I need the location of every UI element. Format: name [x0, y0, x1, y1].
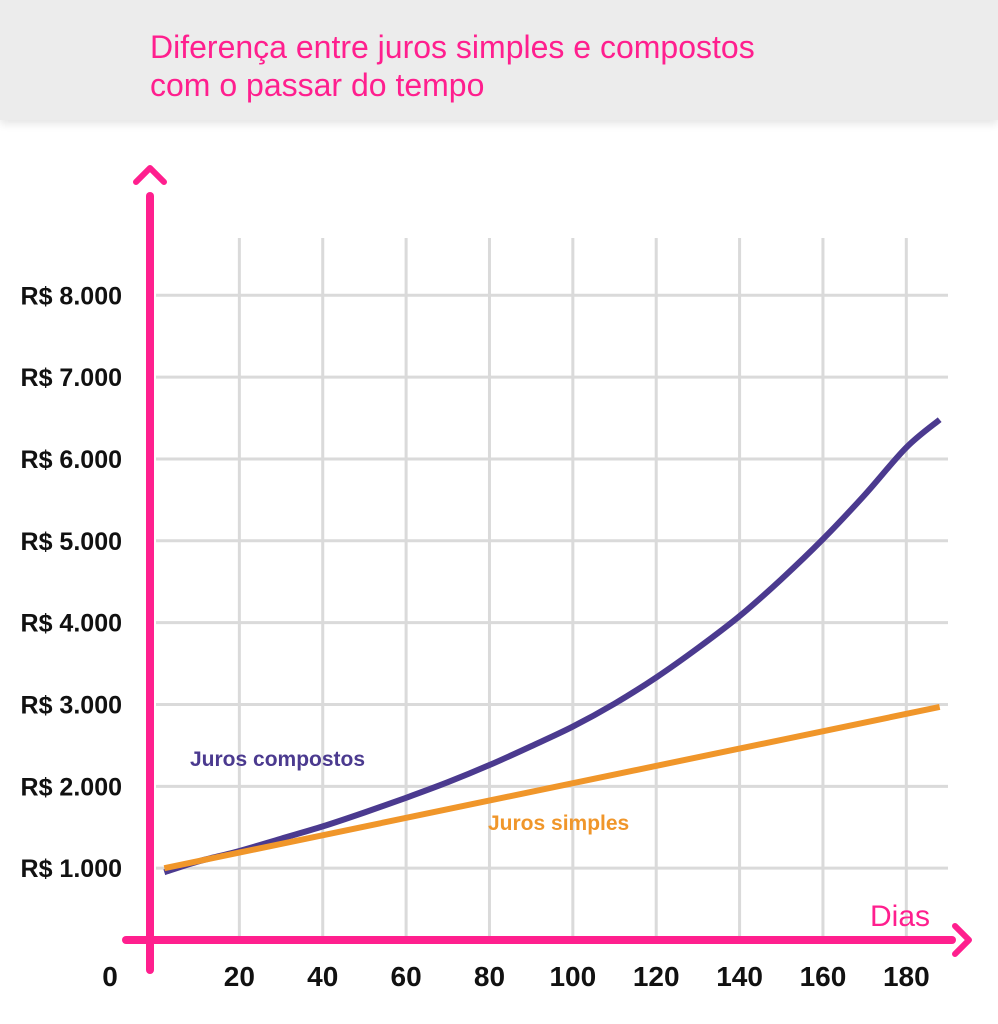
- x-tick-label: 80: [474, 961, 505, 992]
- x-tick-label: 160: [800, 961, 847, 992]
- annotations: Juros compostos Juros simples: [190, 748, 629, 835]
- x-tick-label-origin: 0: [102, 961, 118, 992]
- annotation-juros-simples: Juros simples: [488, 812, 629, 835]
- x-tick-label: 100: [549, 961, 596, 992]
- series-line-juros-compostos: [163, 417, 942, 876]
- chart-header: Diferença entre juros simples e composto…: [0, 0, 998, 120]
- axes: [122, 165, 972, 974]
- chart-title: Diferença entre juros simples e composto…: [150, 28, 755, 104]
- x-tick-label: 60: [391, 961, 422, 992]
- tick-labels: Dias 0 20 40 60 80 100 120 140 160 180 R$ 1.000 R$ 2…: [21, 282, 930, 992]
- x-tick-label: 40: [307, 961, 338, 992]
- y-tick-label: R$ 1.000: [21, 855, 122, 883]
- y-tick-label: R$ 7.000: [21, 364, 122, 392]
- y-tick-label: R$ 6.000: [21, 446, 122, 474]
- x-tick-label: 120: [633, 961, 680, 992]
- x-tick-label: 180: [883, 961, 930, 992]
- y-tick-label: R$ 4.000: [21, 610, 122, 638]
- y-tick-label: R$ 8.000: [21, 282, 122, 310]
- x-tick-label: 140: [716, 961, 763, 992]
- y-tick-label: R$ 2.000: [21, 773, 122, 801]
- chart-title-line-1: Diferença entre juros simples e composto…: [150, 29, 755, 65]
- chart-title-line-2: com o passar do tempo: [150, 67, 485, 103]
- series-layer: [163, 417, 942, 876]
- x-tick-label: 20: [224, 961, 255, 992]
- series-line-juros-simples: [163, 704, 941, 872]
- x-axis-arrow-icon: [952, 923, 972, 957]
- y-tick-label: R$ 3.000: [21, 691, 122, 719]
- annotation-juros-compostos: Juros compostos: [190, 748, 365, 771]
- grid: [156, 238, 948, 940]
- x-axis-label: Dias: [870, 900, 930, 933]
- y-axis-arrow-icon: [133, 165, 167, 185]
- y-tick-label: R$ 5.000: [21, 528, 122, 556]
